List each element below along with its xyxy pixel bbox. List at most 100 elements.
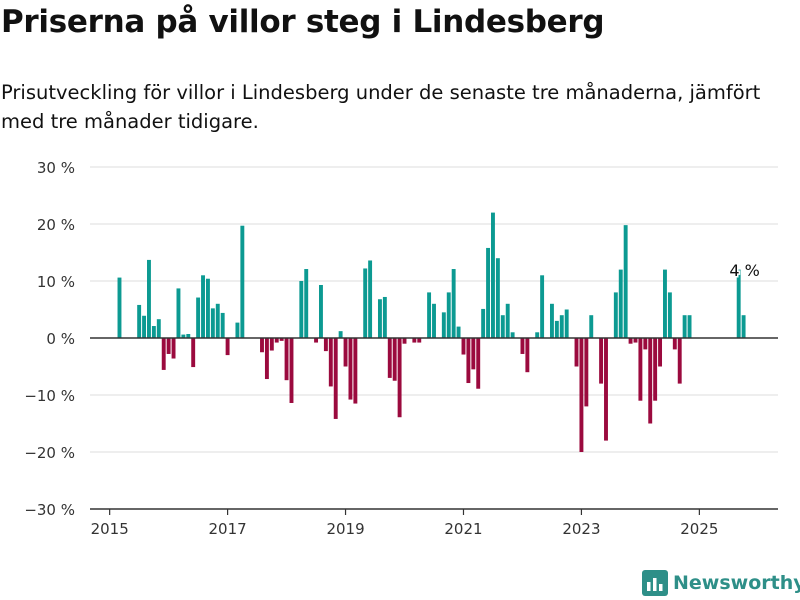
bar: [117, 277, 122, 338]
y-tick-label: 20 %: [37, 216, 75, 234]
bar: [304, 269, 309, 338]
bar: [368, 260, 373, 338]
bar: [491, 212, 495, 338]
bar: [535, 332, 540, 338]
bar: [343, 338, 348, 367]
bar: [412, 338, 417, 343]
bar: [495, 258, 500, 338]
bar: [559, 315, 564, 338]
bar: [540, 275, 545, 338]
x-tick-label: 2017: [209, 520, 247, 538]
bar: [215, 303, 220, 338]
bar: [137, 304, 142, 338]
bar: [392, 338, 397, 381]
bar: [319, 284, 323, 338]
bar: [274, 338, 279, 343]
bar: [446, 292, 451, 338]
bar: [299, 281, 304, 338]
bar: [191, 338, 196, 368]
y-tick-label: 0 %: [46, 330, 75, 348]
bar: [260, 338, 264, 353]
bars: [117, 212, 746, 452]
bar: [456, 326, 461, 338]
bar: [589, 315, 594, 338]
bar: [363, 268, 368, 338]
bar: [486, 247, 491, 338]
brand-name: Newsworthy: [673, 572, 800, 594]
bar: [604, 338, 608, 441]
bar: [510, 332, 515, 338]
x-tick-label: 2015: [91, 520, 129, 538]
bar: [643, 338, 648, 350]
x-tick-label: 2021: [444, 520, 482, 538]
bar: [333, 338, 338, 419]
bar: [181, 334, 186, 338]
bar: [682, 315, 687, 338]
bar: [142, 315, 147, 338]
bar: [427, 292, 432, 338]
bar: [323, 338, 328, 352]
latest-value-annotation: 4 %: [729, 261, 759, 280]
bar: [736, 269, 741, 338]
bar: [579, 338, 584, 452]
bar: [186, 334, 191, 338]
bar: [481, 308, 486, 338]
bar: [667, 292, 672, 338]
bar: [461, 338, 466, 355]
bar: [353, 338, 358, 404]
x-tick-label: 2019: [326, 520, 364, 538]
bar-chart: 30 % 20 % 10 % 0 % −10 % −20 % −30 % 2015 2017 20…: [24, 159, 778, 538]
bar: [525, 338, 530, 373]
axis-labels: 30 % 20 % 10 % 0 % −10 % −20 % −30 % 2015 2017 20…: [24, 159, 761, 538]
bar: [284, 338, 289, 381]
bar: [314, 338, 319, 343]
bar: [432, 303, 436, 338]
x-tick-label: 2023: [562, 520, 600, 538]
bar: [235, 322, 240, 338]
bar: [269, 338, 274, 351]
bar: [151, 326, 156, 338]
bar: [156, 319, 161, 338]
bar: [520, 338, 525, 354]
axes: [90, 337, 778, 515]
y-tick-label: 30 %: [37, 159, 75, 177]
bar: [147, 259, 151, 338]
x-tick-label: 2025: [680, 520, 718, 538]
bar: [677, 338, 682, 384]
bar: [564, 309, 569, 338]
bar: [264, 338, 269, 380]
bar: [279, 338, 284, 341]
bar: [176, 288, 181, 338]
bar: [328, 338, 333, 387]
bar: [397, 338, 402, 418]
bar: [338, 331, 343, 338]
bar: [623, 225, 628, 338]
bar: [658, 338, 663, 367]
newsworthy-logo-icon: [642, 570, 668, 596]
bar: [201, 275, 205, 338]
bar: [505, 303, 510, 338]
bar: [161, 338, 166, 370]
bar: [166, 338, 171, 354]
bar: [205, 278, 210, 338]
bar: [687, 315, 692, 338]
y-tick-label: −10 %: [24, 387, 75, 405]
bar: [348, 338, 353, 400]
bar: [220, 312, 225, 338]
bar: [613, 292, 618, 338]
bar: [633, 338, 638, 343]
bar: [653, 338, 658, 401]
bar: [741, 315, 746, 338]
bar: [210, 308, 215, 338]
bar: [382, 296, 387, 338]
brand-logo: Newsworthy: [642, 568, 800, 598]
bar: [628, 338, 633, 344]
y-tick-label: −20 %: [24, 444, 75, 462]
bar: [584, 338, 589, 407]
bar: [466, 338, 471, 384]
bar: [672, 338, 677, 350]
bar: [402, 338, 407, 344]
bar: [196, 297, 201, 338]
bar: [618, 269, 623, 338]
bar: [387, 338, 392, 378]
